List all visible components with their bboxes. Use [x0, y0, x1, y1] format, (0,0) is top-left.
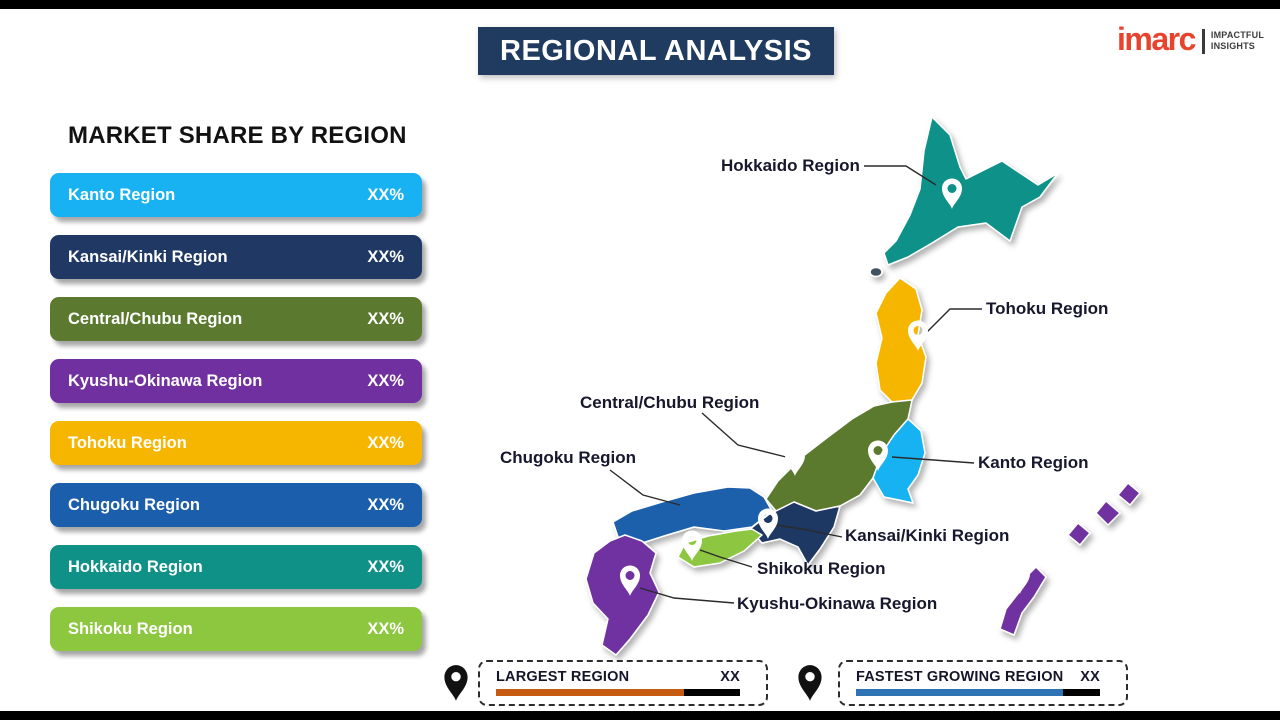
map-label-hokkaido: Hokkaido Region: [721, 156, 860, 175]
market-share-bar-chubu: Central/Chubu Region XX%: [50, 297, 422, 341]
fastest-region-pin-icon: [798, 665, 822, 701]
market-share-bar-hokkaido: Hokkaido Region XX%: [50, 545, 422, 589]
leader-lines: [609, 165, 982, 604]
top-black-bar: [0, 0, 1280, 9]
leader-line-kyushu: [639, 587, 735, 604]
largest-region-label: LARGEST REGION: [496, 669, 630, 685]
logo-tagline: IMPACTFUL INSIGHTS: [1211, 30, 1264, 52]
leader-line-chugoku: [609, 469, 681, 506]
logo-divider: [1201, 29, 1205, 54]
region-label: Hokkaido Region: [68, 557, 203, 576]
fastest-region-bar-black: [1063, 689, 1100, 696]
market-share-bar-kanto: Kanto Region XX%: [50, 173, 422, 217]
fastest-region-label: FASTEST GROWING REGION: [856, 669, 1064, 685]
map-label-kanto: Kanto Region: [978, 453, 1089, 472]
region-value: XX%: [367, 495, 404, 514]
region-value: XX%: [367, 557, 404, 576]
market-share-heading: MARKET SHARE BY REGION: [68, 122, 407, 149]
market-share-bar-kansai: Kansai/Kinki Region XX%: [50, 235, 422, 279]
leader-line-kansai: [775, 524, 843, 538]
region-label: Central/Chubu Region: [68, 309, 243, 328]
region-value: XX%: [367, 309, 404, 328]
map-region-kanto: [872, 418, 926, 504]
region-value: XX%: [367, 247, 404, 266]
largest-region-bar-black: [683, 689, 740, 696]
fastest-region-value: XX: [1080, 669, 1100, 685]
region-label: Chugoku Region: [68, 495, 200, 514]
map-region-okinawa-1: [1117, 482, 1141, 506]
region-label: Tohoku Region: [68, 433, 187, 452]
map-region-shikoku: [677, 528, 763, 568]
market-share-bar-kyushu: Kyushu-Okinawa Region XX%: [50, 359, 422, 403]
region-label: Kansai/Kinki Region: [68, 247, 228, 266]
region-value: XX%: [367, 433, 404, 452]
leader-line-tohoku: [925, 308, 982, 334]
map-label-tohoku: Tohoku Region: [986, 299, 1109, 318]
fastest-region-bar-color: [856, 689, 1064, 696]
region-value: XX%: [367, 619, 404, 638]
japan-map: [585, 116, 1141, 665]
logo-tagline-line1: IMPACTFUL: [1210, 30, 1265, 40]
logo-tagline-line2: INSIGHTS: [1210, 40, 1255, 51]
market-share-bar-chugoku: Chugoku Region XX%: [50, 483, 422, 527]
largest-region-value: XX: [720, 669, 740, 685]
leader-line-shikoku: [699, 549, 753, 568]
region-value: XX%: [367, 371, 404, 390]
map-regions: [585, 116, 1141, 665]
leader-line-kanto: [891, 456, 975, 464]
bottom-black-bar: [0, 711, 1280, 720]
map-label-kansai-kinki: Kansai/Kinki Region: [845, 526, 1010, 545]
region-label: Shikoku Region: [68, 619, 193, 638]
map-region-okinawa-3: [1067, 522, 1091, 546]
fastest-region-legend: FASTEST GROWING REGION XX: [838, 660, 1128, 706]
leader-line-hokkaido: [864, 165, 937, 186]
leader-line-chubu: [701, 412, 787, 458]
map-label-kyushu-okinawa: Kyushu-Okinawa Region: [737, 594, 938, 613]
map-region-kyushu: [585, 534, 660, 656]
map-label-chugoku: Chugoku Region: [500, 448, 636, 467]
market-share-bar-tohoku: Tohoku Region XX%: [50, 421, 422, 465]
region-label: Kyushu-Okinawa Region: [68, 371, 263, 390]
market-share-bar-shikoku: Shikoku Region XX%: [50, 607, 422, 651]
largest-region-bar: [496, 689, 740, 696]
largest-region-pin-icon: [444, 665, 468, 701]
region-value: XX%: [367, 185, 404, 204]
logo-wordmark: imarc: [1117, 21, 1196, 57]
largest-region-legend: LARGEST REGION XX: [478, 660, 768, 706]
fastest-region-bar: [856, 689, 1100, 696]
largest-region-bar-color: [496, 689, 684, 696]
map-region-hokkaido: [883, 116, 1059, 266]
imarc-logo: imarc IMPACTFUL INSIGHTS: [1117, 21, 1264, 57]
map-label-shikoku: Shikoku Region: [757, 559, 886, 578]
map-label-central-chubu: Central/Chubu Region: [580, 393, 760, 412]
page-title: REGIONAL ANALYSIS: [478, 27, 834, 75]
region-label: Kanto Region: [68, 185, 176, 204]
map-island-small: [869, 266, 883, 278]
map-region-okinawa-2: [1095, 500, 1121, 526]
